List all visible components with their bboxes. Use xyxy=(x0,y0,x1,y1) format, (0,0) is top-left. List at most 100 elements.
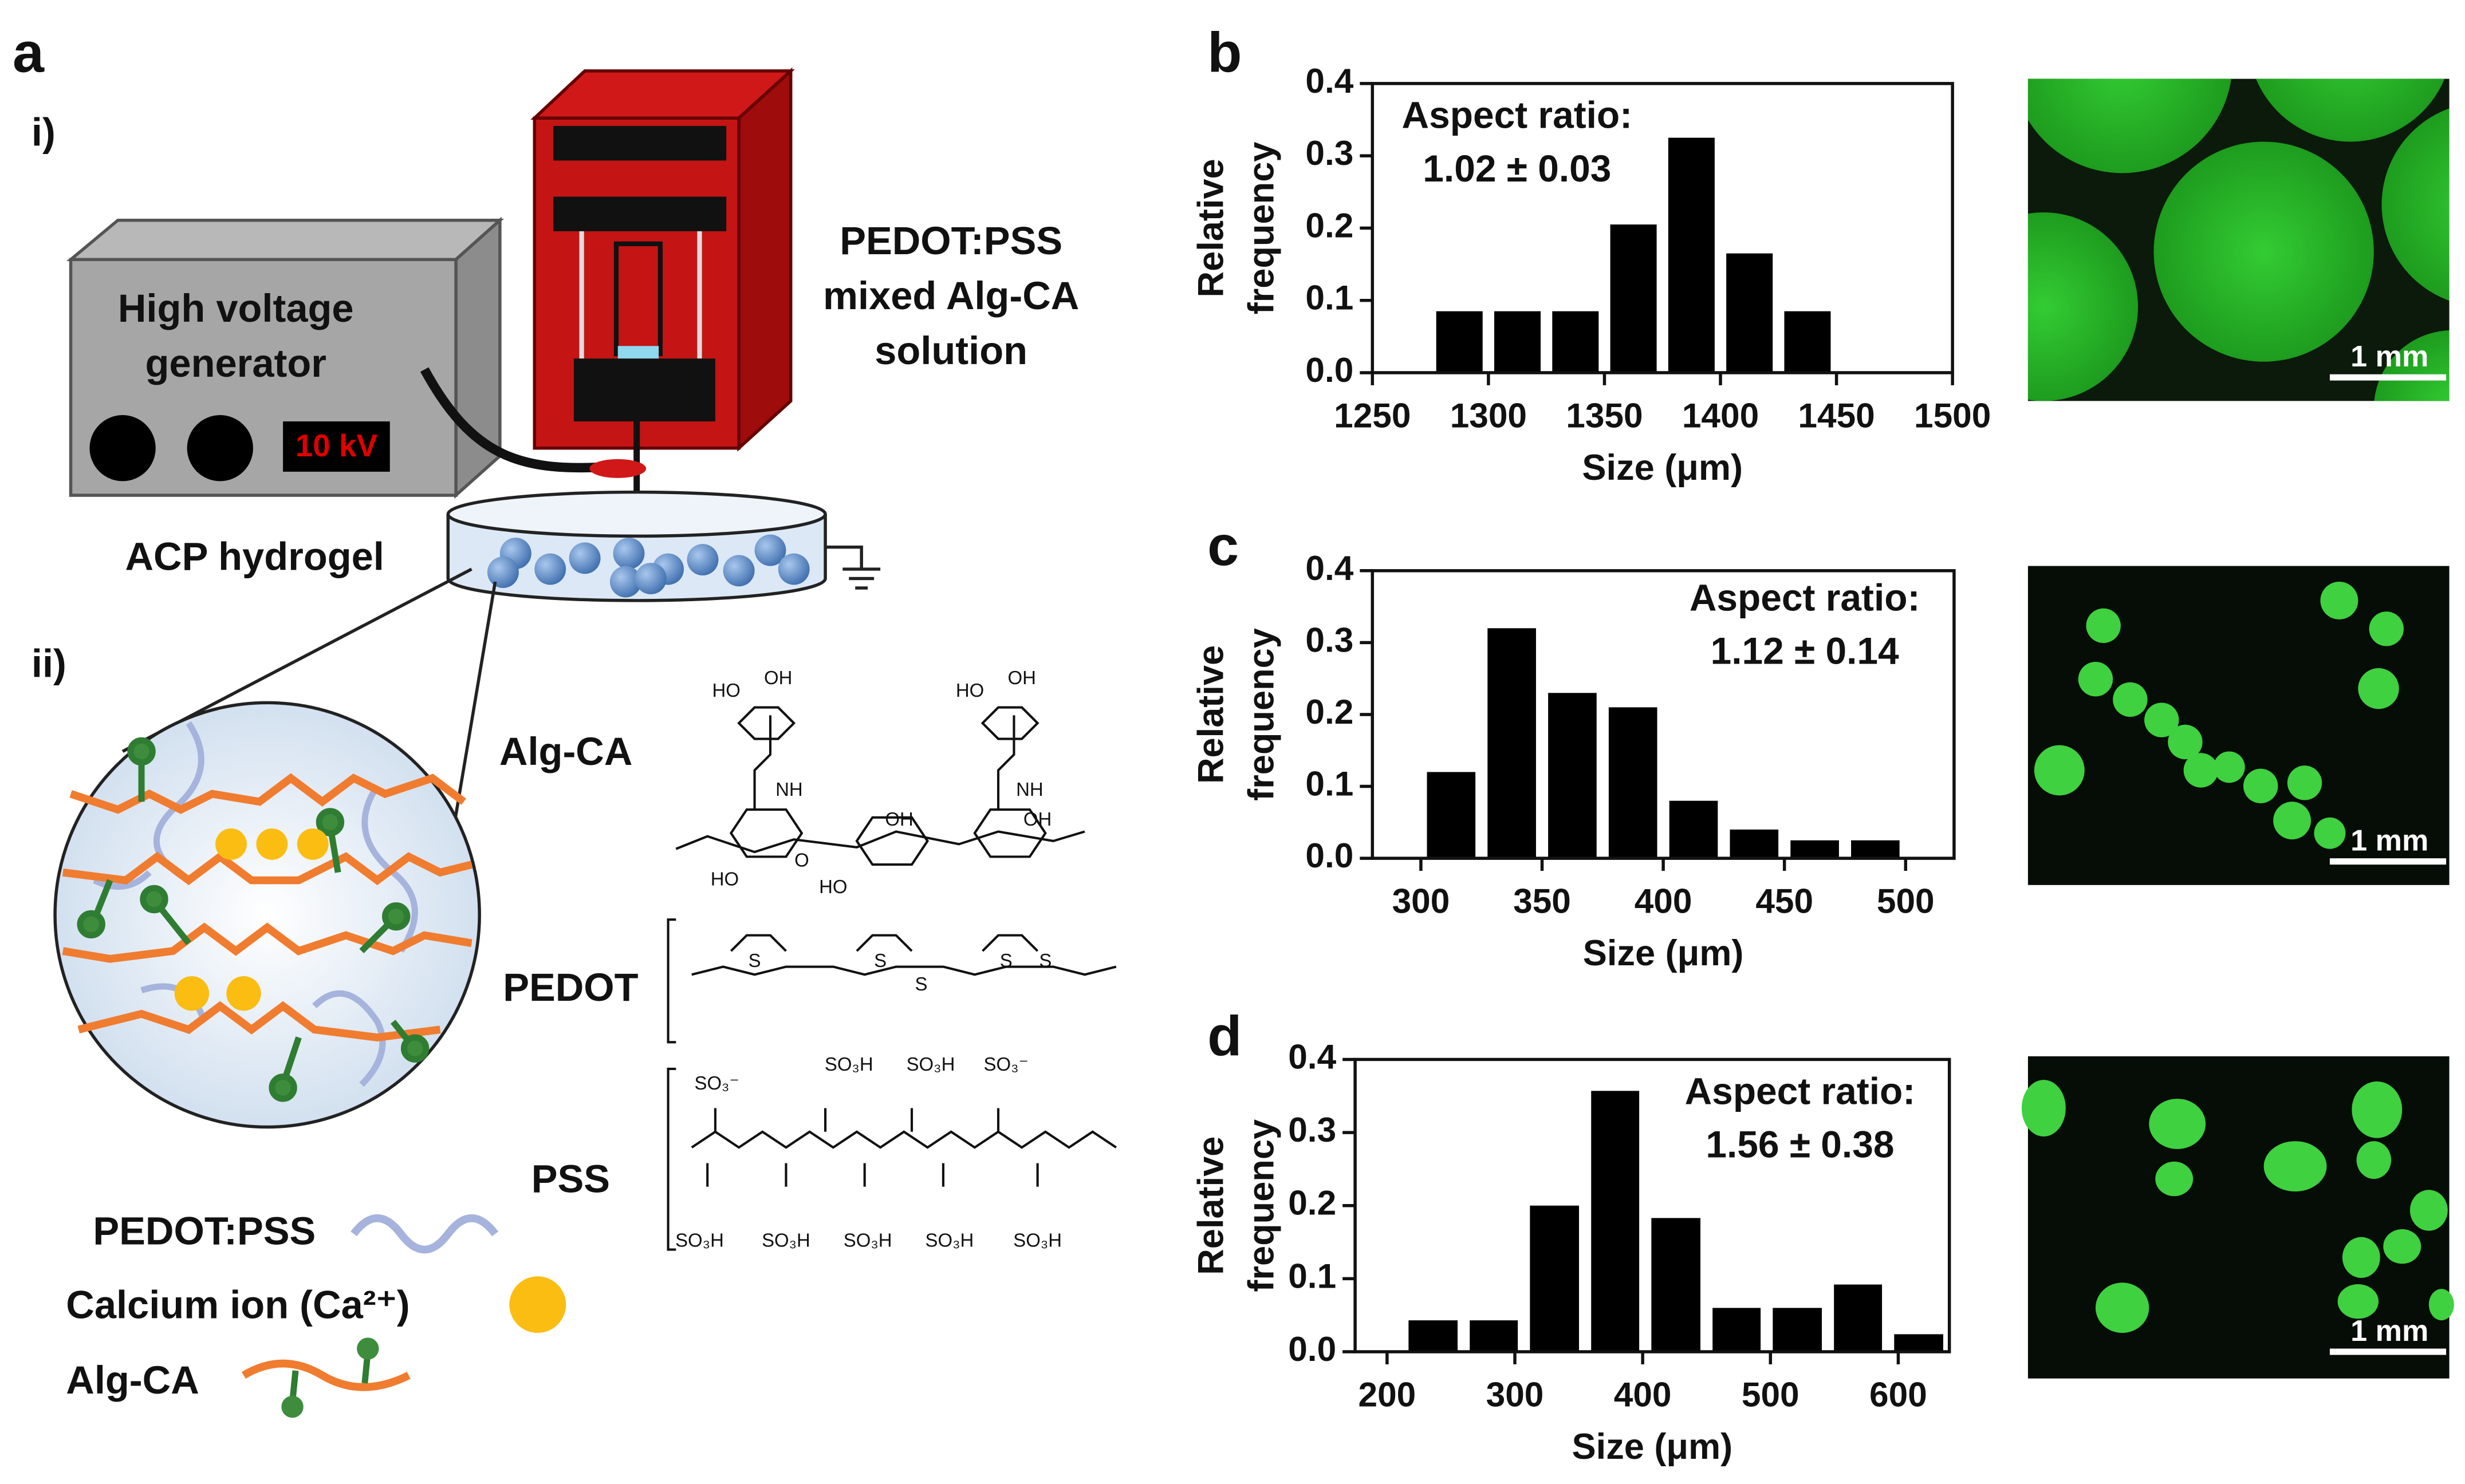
scale-bar-label: 1 mm xyxy=(2350,1315,2428,1348)
panel-label: c xyxy=(1207,514,1239,577)
y-tick-label: 0.3 xyxy=(1305,620,1353,659)
bar xyxy=(1487,628,1536,859)
syringe-pump xyxy=(530,67,795,511)
chem-label: HO xyxy=(712,680,740,701)
bar xyxy=(1591,1091,1640,1352)
bar xyxy=(1610,224,1657,373)
annotation: Aspect ratio: xyxy=(1690,576,1920,618)
chem-label: OH xyxy=(764,667,792,688)
micrograph xyxy=(2021,1056,2454,1379)
x-tick-label: 450 xyxy=(1755,882,1813,921)
bar xyxy=(1651,1218,1701,1352)
panel-label: a xyxy=(13,21,45,84)
x-tick-label: 1350 xyxy=(1566,396,1643,435)
chem-structure xyxy=(667,706,1117,1251)
y-axis-label: frequency xyxy=(1242,142,1282,315)
x-tick-label: 600 xyxy=(1869,1375,1927,1414)
bar xyxy=(1608,707,1657,859)
x-tick-label: 300 xyxy=(1392,882,1450,921)
x-tick-label: 1300 xyxy=(1450,396,1527,435)
chem-label: S xyxy=(749,950,761,971)
solution-label: PEDOT:PSS xyxy=(840,219,1062,263)
component-label: PEDOT xyxy=(503,965,638,1009)
x-tick-label: 1400 xyxy=(1682,396,1759,435)
chem-label: S xyxy=(874,950,887,971)
bar xyxy=(1494,311,1541,373)
generator-label: generator xyxy=(145,341,326,385)
y-tick-label: 0.2 xyxy=(1288,1183,1336,1222)
solution-label: solution xyxy=(875,329,1027,373)
bar xyxy=(1726,253,1773,373)
x-tick-label: 400 xyxy=(1635,882,1692,921)
bar xyxy=(1834,1284,1883,1352)
generator-label: High voltage xyxy=(118,286,354,330)
bar xyxy=(1730,829,1779,859)
chem-label: SO₃H xyxy=(825,1053,873,1075)
legend-swatch xyxy=(241,1337,411,1418)
bar xyxy=(1784,311,1831,373)
chem-label: SO₃H xyxy=(762,1230,810,1251)
chem-label: SO₃H xyxy=(907,1053,955,1075)
annotation: Aspect ratio: xyxy=(1685,1069,1916,1112)
panel-label: d xyxy=(1207,1005,1242,1068)
micrograph xyxy=(2027,78,2450,401)
chem-label: NH xyxy=(775,779,803,800)
bar xyxy=(1470,1320,1518,1352)
cable xyxy=(420,367,606,473)
chem-label: HO xyxy=(711,868,739,889)
zoom-view xyxy=(53,567,497,1129)
component-label: PSS xyxy=(531,1157,610,1201)
legend-label: Calcium ion (Ca²⁺) xyxy=(66,1282,409,1327)
bar xyxy=(1408,1320,1458,1352)
x-tick-label: 500 xyxy=(1877,882,1935,921)
y-tick-label: 0.0 xyxy=(1305,350,1353,389)
x-tick-label: 350 xyxy=(1513,882,1571,921)
step-label: i) xyxy=(31,110,56,155)
y-tick-label: 0.0 xyxy=(1288,1329,1336,1368)
legend-label: PEDOT:PSS xyxy=(93,1209,316,1253)
x-axis-label: Size (μm) xyxy=(1582,448,1743,488)
chem-label: OH xyxy=(885,808,913,830)
chem-label: SO₃⁻ xyxy=(984,1053,1029,1075)
bar xyxy=(1851,840,1900,859)
petri-dish xyxy=(446,490,881,602)
scale-bar-label: 1 mm xyxy=(2350,340,2428,373)
chem-label: S xyxy=(1000,950,1013,971)
annotation: 1.02 ± 0.03 xyxy=(1423,147,1611,190)
chem-label: HO xyxy=(956,680,984,701)
bar xyxy=(1773,1308,1822,1352)
x-tick-label: 300 xyxy=(1486,1375,1544,1414)
chem-label: S xyxy=(1039,950,1052,971)
y-axis-label: Relative xyxy=(1191,1136,1231,1275)
step-label: ii) xyxy=(31,641,66,685)
bar xyxy=(1790,840,1839,859)
bar xyxy=(1427,772,1476,859)
bar xyxy=(1548,693,1597,859)
hydrogel-label: ACP hydrogel xyxy=(125,535,384,579)
micrograph xyxy=(2027,566,2450,885)
y-tick-label: 0.4 xyxy=(1305,61,1353,100)
bar xyxy=(1668,137,1715,373)
legend-label: Alg-CA xyxy=(66,1358,199,1402)
bar xyxy=(1669,800,1718,859)
legend-swatch xyxy=(509,1276,566,1333)
y-axis-label: frequency xyxy=(1242,628,1282,801)
annotation: 1.12 ± 0.14 xyxy=(1711,630,1899,672)
y-tick-label: 0.0 xyxy=(1305,836,1353,875)
y-tick-label: 0.1 xyxy=(1288,1256,1336,1295)
y-tick-label: 0.1 xyxy=(1305,764,1353,803)
bar xyxy=(1894,1334,1943,1352)
x-tick-label: 400 xyxy=(1614,1375,1672,1414)
scale-bar-label: 1 mm xyxy=(2350,824,2428,857)
y-axis-label: frequency xyxy=(1242,1119,1282,1292)
chem-label: S xyxy=(915,973,928,994)
y-tick-label: 0.2 xyxy=(1305,206,1353,244)
chem-label: SO₃H xyxy=(675,1230,724,1251)
y-tick-label: 0.4 xyxy=(1305,548,1353,587)
clip xyxy=(589,459,647,478)
chem-label: OH xyxy=(1007,667,1035,688)
y-tick-label: 0.3 xyxy=(1288,1110,1336,1149)
x-tick-label: 1250 xyxy=(1334,396,1411,435)
x-tick-label: 200 xyxy=(1358,1375,1416,1414)
